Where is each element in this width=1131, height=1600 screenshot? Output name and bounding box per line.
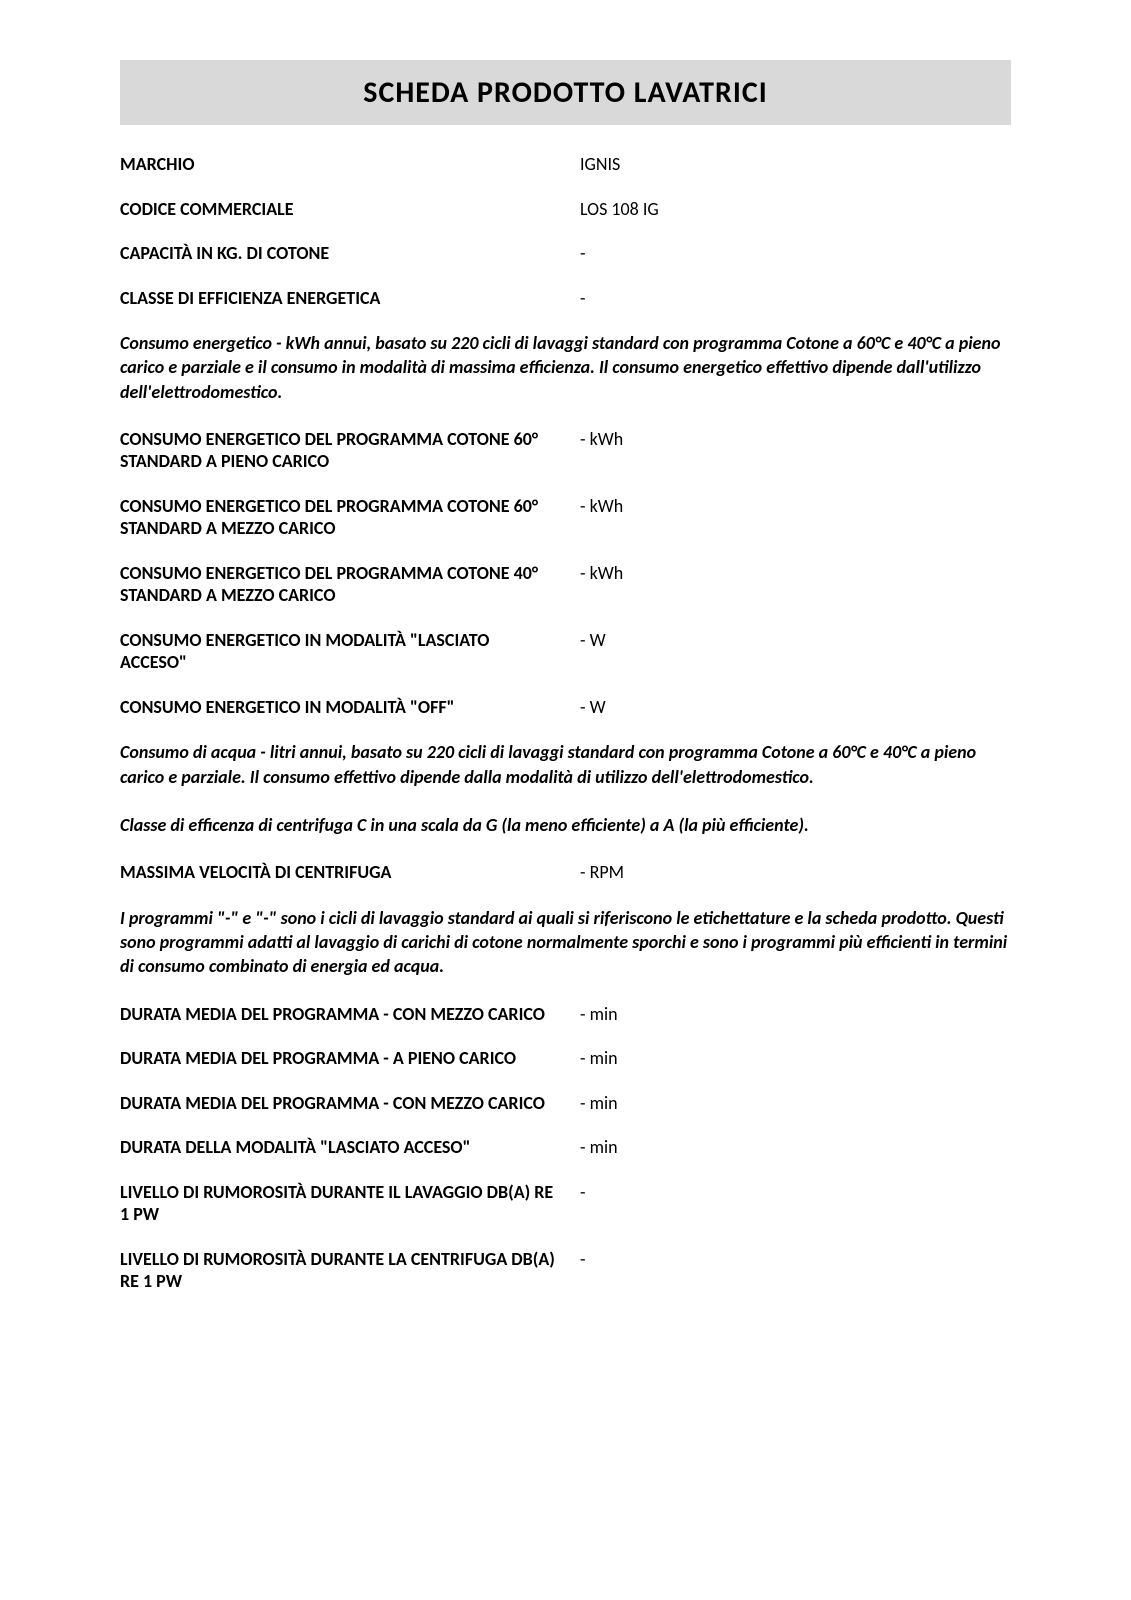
spec-row: CODICE COMMERCIALE LOS 108 IG	[120, 198, 1011, 221]
spec-row: DURATA MEDIA DEL PROGRAMMA - A PIENO CAR…	[120, 1047, 1011, 1070]
spec-value: - min	[580, 1092, 1011, 1115]
spec-value: - kWh	[580, 562, 1011, 585]
spec-row: CONSUMO ENERGETICO DEL PROGRAMMA COTONE …	[120, 428, 1011, 473]
spec-label: DURATA MEDIA DEL PROGRAMMA - CON MEZZO C…	[120, 1003, 580, 1026]
spec-row: CONSUMO ENERGETICO IN MODALITÀ "LASCIATO…	[120, 629, 1011, 674]
spec-label: CAPACITÀ IN KG. DI COTONE	[120, 242, 580, 265]
spec-row: MASSIMA VELOCITÀ DI CENTRIFUGA - RPM	[120, 861, 1011, 884]
spec-row: CLASSE DI EFFICIENZA ENERGETICA -	[120, 287, 1011, 310]
spec-value: -	[580, 1181, 1011, 1204]
spec-value: LOS 108 IG	[580, 198, 1011, 221]
spec-row: DURATA MEDIA DEL PROGRAMMA - CON MEZZO C…	[120, 1092, 1011, 1115]
spec-label: CONSUMO ENERGETICO DEL PROGRAMMA COTONE …	[120, 495, 580, 540]
spec-value: - min	[580, 1003, 1011, 1026]
spec-label: LIVELLO DI RUMOROSITÀ DURANTE IL LAVAGGI…	[120, 1181, 580, 1226]
spec-row: CAPACITÀ IN KG. DI COTONE -	[120, 242, 1011, 265]
spec-label: CODICE COMMERCIALE	[120, 198, 580, 221]
spec-value: -	[580, 242, 1011, 265]
note-spin-class: Classe di efficenza di centrifuga C in u…	[120, 813, 1011, 837]
spec-label: CONSUMO ENERGETICO IN MODALITÀ "OFF"	[120, 696, 580, 719]
note-water: Consumo di acqua - litri annui, basato s…	[120, 740, 1011, 789]
spec-label: DURATA MEDIA DEL PROGRAMMA - CON MEZZO C…	[120, 1092, 580, 1115]
spec-label: CLASSE DI EFFICIENZA ENERGETICA	[120, 287, 580, 310]
page-title: SCHEDA PRODOTTO LAVATRICI	[120, 74, 1011, 111]
spec-label: LIVELLO DI RUMOROSITÀ DURANTE LA CENTRIF…	[120, 1248, 580, 1293]
spec-label: MARCHIO	[120, 153, 580, 176]
note-programs: I programmi "-" e "-" sono i cicli di la…	[120, 906, 1011, 979]
section-basic: MARCHIO IGNIS CODICE COMMERCIALE LOS 108…	[120, 153, 1011, 309]
spec-value: - kWh	[580, 428, 1011, 451]
spec-label: DURATA DELLA MODALITÀ "LASCIATO ACCESO"	[120, 1136, 580, 1159]
spec-value: - kWh	[580, 495, 1011, 518]
spec-value: - W	[580, 696, 1011, 719]
spec-row: LIVELLO DI RUMOROSITÀ DURANTE IL LAVAGGI…	[120, 1181, 1011, 1226]
spec-label: MASSIMA VELOCITÀ DI CENTRIFUGA	[120, 861, 580, 884]
note-energy: Consumo energetico - kWh annui, basato s…	[120, 331, 1011, 404]
spec-value: -	[580, 287, 1011, 310]
spec-value: IGNIS	[580, 153, 1011, 176]
spec-row: CONSUMO ENERGETICO DEL PROGRAMMA COTONE …	[120, 562, 1011, 607]
spec-value: - RPM	[580, 861, 1011, 884]
spec-row: MARCHIO IGNIS	[120, 153, 1011, 176]
header-bar: SCHEDA PRODOTTO LAVATRICI	[120, 60, 1011, 125]
section-duration: DURATA MEDIA DEL PROGRAMMA - CON MEZZO C…	[120, 1003, 1011, 1293]
spec-row: DURATA MEDIA DEL PROGRAMMA - CON MEZZO C…	[120, 1003, 1011, 1026]
spec-row: LIVELLO DI RUMOROSITÀ DURANTE LA CENTRIF…	[120, 1248, 1011, 1293]
spec-value: -	[580, 1248, 1011, 1271]
section-energy: CONSUMO ENERGETICO DEL PROGRAMMA COTONE …	[120, 428, 1011, 719]
section-spin: MASSIMA VELOCITÀ DI CENTRIFUGA - RPM	[120, 861, 1011, 884]
spec-label: CONSUMO ENERGETICO DEL PROGRAMMA COTONE …	[120, 562, 580, 607]
spec-label: CONSUMO ENERGETICO DEL PROGRAMMA COTONE …	[120, 428, 580, 473]
spec-label: CONSUMO ENERGETICO IN MODALITÀ "LASCIATO…	[120, 629, 580, 674]
spec-row: DURATA DELLA MODALITÀ "LASCIATO ACCESO" …	[120, 1136, 1011, 1159]
spec-value: - min	[580, 1047, 1011, 1070]
spec-row: CONSUMO ENERGETICO DEL PROGRAMMA COTONE …	[120, 495, 1011, 540]
spec-label: DURATA MEDIA DEL PROGRAMMA - A PIENO CAR…	[120, 1047, 580, 1070]
spec-value: - min	[580, 1136, 1011, 1159]
spec-value: - W	[580, 629, 1011, 652]
spec-row: CONSUMO ENERGETICO IN MODALITÀ "OFF" - W	[120, 696, 1011, 719]
